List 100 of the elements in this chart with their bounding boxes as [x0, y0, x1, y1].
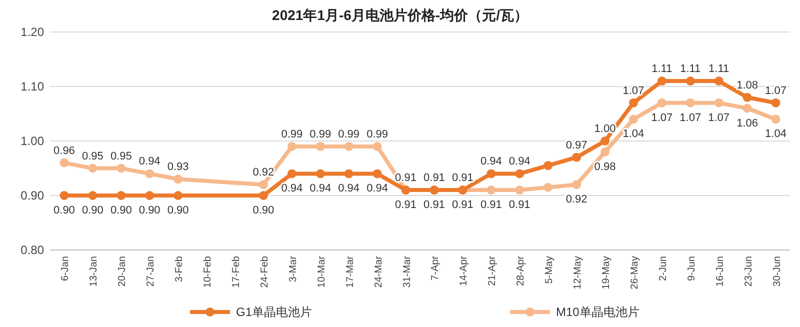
- data-label: 1.04: [622, 128, 644, 140]
- point: [628, 114, 638, 124]
- data-label: 0.93: [167, 161, 189, 174]
- x-tick-label: 3-Feb: [174, 256, 186, 282]
- point: [515, 186, 524, 195]
- x-tick-label: 16-Jun: [714, 256, 726, 287]
- x-tick-label: 12-May: [572, 256, 584, 290]
- x-tick-label: 24-Mar: [373, 255, 384, 288]
- data-label: 1.11: [708, 63, 730, 76]
- data-label: 0.90: [252, 204, 274, 216]
- data-label: 0.90: [54, 204, 75, 216]
- x-tick-label: 27-Jan: [146, 256, 157, 287]
- data-label: 0.99: [310, 128, 332, 140]
- data-label: 0.94: [138, 156, 160, 168]
- point: [771, 114, 780, 124]
- data-label: 0.94: [480, 156, 502, 168]
- point: [628, 98, 638, 108]
- point: [686, 76, 695, 86]
- point: [88, 191, 98, 200]
- point: [258, 180, 268, 190]
- data-label: 1.07: [651, 112, 673, 124]
- point: [515, 169, 524, 178]
- point: [657, 76, 666, 86]
- data-label: 0.94: [366, 182, 388, 195]
- data-label: 0.94: [281, 182, 303, 195]
- data-label: 0.92: [566, 194, 588, 206]
- data-label: 1.08: [736, 79, 758, 92]
- x-tick-label: 24-Feb: [259, 256, 270, 288]
- y-tick-label: 1.00: [20, 134, 44, 148]
- y-tick-label: 1.20: [20, 25, 44, 39]
- point: [714, 76, 724, 86]
- point: [145, 169, 154, 178]
- point: [372, 142, 382, 151]
- data-label: 1.06: [736, 117, 758, 130]
- point: [372, 169, 382, 178]
- data-label: 0.91: [452, 172, 474, 184]
- data-label: 0.91: [424, 199, 445, 212]
- x-tick-label: 26-May: [629, 256, 640, 290]
- data-label: 0.99: [281, 128, 303, 140]
- point: [287, 142, 296, 151]
- point: [174, 174, 183, 184]
- data-label: 1.07: [765, 84, 786, 97]
- x-tick-label: 30-Jun: [772, 256, 783, 287]
- data-label: 0.91: [395, 199, 416, 212]
- x-tick-label: 17-Feb: [231, 256, 242, 288]
- point: [600, 147, 610, 156]
- point: [486, 186, 496, 195]
- point: [116, 164, 126, 173]
- x-tick-label: 5-May: [544, 256, 556, 284]
- point: [686, 98, 695, 108]
- point: [486, 169, 496, 178]
- data-label: 0.95: [110, 150, 132, 162]
- point: [657, 98, 666, 108]
- x-tick-label: 10-Feb: [202, 256, 214, 288]
- data-label: 0.97: [566, 139, 588, 152]
- point: [344, 169, 354, 178]
- data-label: 0.90: [138, 204, 160, 216]
- data-label: 0.99: [338, 128, 360, 140]
- x-tick-label: 2-Jun: [658, 256, 669, 282]
- point: [316, 142, 325, 151]
- y-tick-label: 0.90: [20, 188, 44, 202]
- x-tick-label: 14-Apr: [458, 255, 470, 286]
- data-label: 0.94: [508, 156, 530, 168]
- x-tick-label: 19-May: [601, 256, 612, 290]
- data-label: 0.96: [54, 144, 75, 157]
- data-label: 1.07: [708, 112, 730, 124]
- point: [287, 169, 296, 178]
- x-tick-label: 3-Mar: [288, 255, 299, 282]
- data-label: 1.04: [765, 128, 786, 140]
- data-label: 1.07: [680, 112, 702, 124]
- x-tick-label: 21-Apr: [487, 255, 498, 286]
- point: [771, 98, 780, 108]
- x-tick-label: 20-Jan: [117, 256, 128, 287]
- point: [344, 142, 354, 151]
- point: [316, 169, 325, 178]
- point: [742, 92, 752, 102]
- data-label: 0.90: [82, 204, 104, 216]
- point: [116, 191, 126, 200]
- data-label: 0.90: [167, 204, 189, 216]
- data-label: 0.94: [310, 182, 332, 195]
- point: [714, 98, 724, 108]
- data-label: 0.91: [480, 199, 502, 212]
- x-tick-label: 23-Jun: [743, 256, 754, 287]
- point: [600, 136, 610, 146]
- data-label: 0.98: [594, 160, 616, 173]
- x-tick-label: 17-Mar: [344, 255, 356, 288]
- point: [88, 164, 98, 173]
- x-tick-label: 7-Apr: [430, 255, 442, 280]
- point: [60, 191, 69, 200]
- x-tick-label: 13-Jan: [88, 256, 100, 287]
- data-label: 0.91: [424, 172, 445, 184]
- legend-label: G1单晶电池片: [236, 305, 312, 319]
- data-label: 0.91: [508, 199, 530, 212]
- point: [572, 180, 582, 190]
- data-label: 0.95: [82, 150, 104, 162]
- point: [742, 104, 752, 113]
- point: [145, 191, 154, 200]
- data-label: 0.90: [110, 204, 132, 216]
- point: [258, 191, 268, 200]
- point: [544, 161, 553, 170]
